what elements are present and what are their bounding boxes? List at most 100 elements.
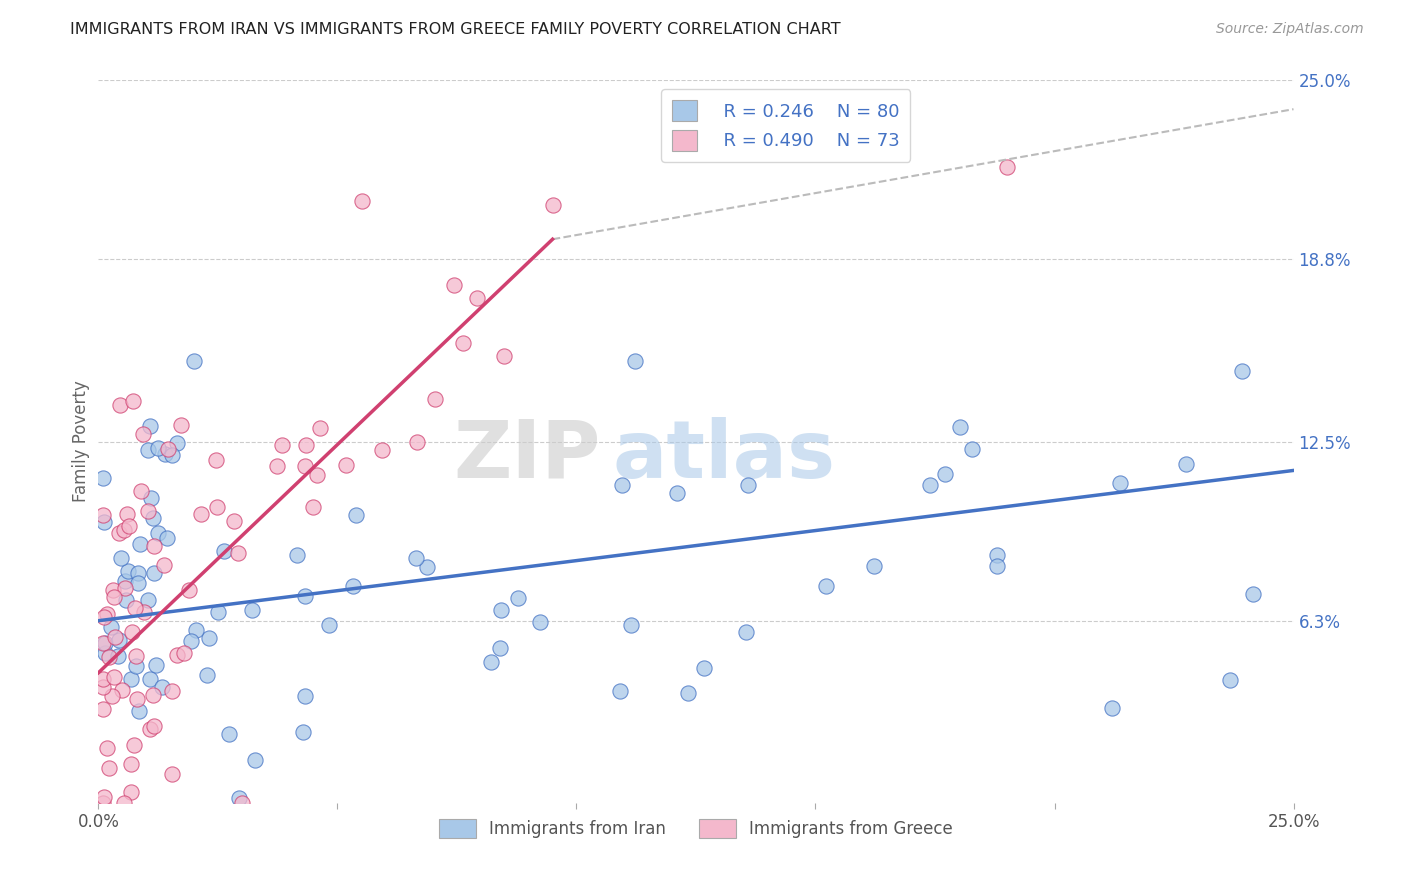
Point: [107, 648, 129, 663]
Point: [143, 566, 166, 580]
Point: [118, 519, 141, 533]
Point: [115, 507, 138, 521]
Point: [228, 791, 250, 805]
Point: [737, 478, 759, 492]
Point: [243, 752, 266, 766]
Point: [114, 574, 136, 588]
Point: [108, 526, 131, 541]
Point: [91, 471, 114, 485]
Point: [489, 641, 512, 656]
Point: [136, 504, 159, 518]
Point: [405, 550, 427, 565]
Point: [138, 722, 160, 736]
Point: [735, 625, 758, 640]
Legend: Immigrants from Iran, Immigrants from Greece: Immigrants from Iran, Immigrants from Gr…: [432, 813, 960, 845]
Point: [160, 683, 183, 698]
Point: [986, 548, 1008, 562]
Point: [91, 796, 114, 810]
Point: [141, 491, 163, 505]
Point: [145, 658, 167, 673]
Point: [101, 583, 124, 598]
Point: [112, 524, 135, 538]
Text: atlas: atlas: [613, 417, 835, 495]
Point: [104, 630, 127, 644]
Point: [127, 575, 149, 590]
Text: IMMIGRANTS FROM IRAN VS IMMIGRANTS FROM GREECE FAMILY POVERTY CORRELATION CHART: IMMIGRANTS FROM IRAN VS IMMIGRANTS FROM …: [70, 22, 841, 37]
Point: [494, 350, 516, 364]
Point: [98, 650, 121, 665]
Point: [117, 565, 139, 579]
Point: [128, 536, 150, 550]
Point: [160, 448, 183, 462]
Point: [122, 738, 145, 752]
Point: [294, 459, 316, 474]
Point: [676, 686, 699, 700]
Point: [179, 582, 201, 597]
Point: [103, 590, 125, 604]
Y-axis label: Family Poverty: Family Poverty: [72, 381, 90, 502]
Point: [121, 625, 143, 640]
Point: [136, 442, 159, 457]
Point: [207, 605, 229, 619]
Point: [305, 468, 328, 483]
Point: [91, 680, 114, 694]
Point: [190, 507, 212, 521]
Point: [114, 796, 136, 810]
Point: [292, 724, 315, 739]
Point: [156, 531, 179, 545]
Point: [960, 442, 983, 456]
Point: [335, 458, 357, 472]
Point: [183, 353, 205, 368]
Point: [285, 548, 308, 562]
Point: [612, 478, 634, 492]
Point: [666, 486, 689, 500]
Point: [294, 589, 316, 603]
Point: [96, 741, 118, 756]
Point: [508, 591, 530, 605]
Point: [142, 688, 165, 702]
Point: [139, 418, 162, 433]
Point: [815, 579, 838, 593]
Point: [214, 544, 236, 558]
Point: [318, 617, 340, 632]
Point: [949, 419, 972, 434]
Point: [1232, 364, 1254, 378]
Point: [620, 618, 643, 632]
Point: [180, 633, 202, 648]
Point: [205, 452, 228, 467]
Point: [416, 560, 439, 574]
Point: [231, 796, 253, 810]
Point: [91, 636, 114, 650]
Point: [302, 500, 325, 514]
Point: [121, 394, 143, 409]
Point: [198, 631, 221, 645]
Point: [136, 593, 159, 607]
Point: [1108, 475, 1130, 490]
Point: [94, 646, 117, 660]
Point: [295, 438, 318, 452]
Point: [479, 655, 502, 669]
Point: [153, 447, 176, 461]
Point: [195, 668, 218, 682]
Point: [124, 601, 146, 615]
Point: [1219, 673, 1241, 687]
Point: [157, 442, 180, 457]
Point: [489, 603, 512, 617]
Point: [120, 757, 142, 772]
Point: [371, 442, 394, 457]
Point: [863, 559, 886, 574]
Point: [150, 680, 173, 694]
Point: [93, 515, 115, 529]
Point: [110, 398, 132, 412]
Point: [148, 441, 170, 455]
Point: [114, 582, 136, 596]
Point: [96, 607, 118, 621]
Point: [986, 559, 1008, 574]
Point: [139, 672, 162, 686]
Point: [451, 335, 474, 350]
Point: [100, 689, 122, 703]
Point: [186, 623, 208, 637]
Point: [465, 292, 488, 306]
Point: [160, 767, 183, 781]
Point: [173, 647, 195, 661]
